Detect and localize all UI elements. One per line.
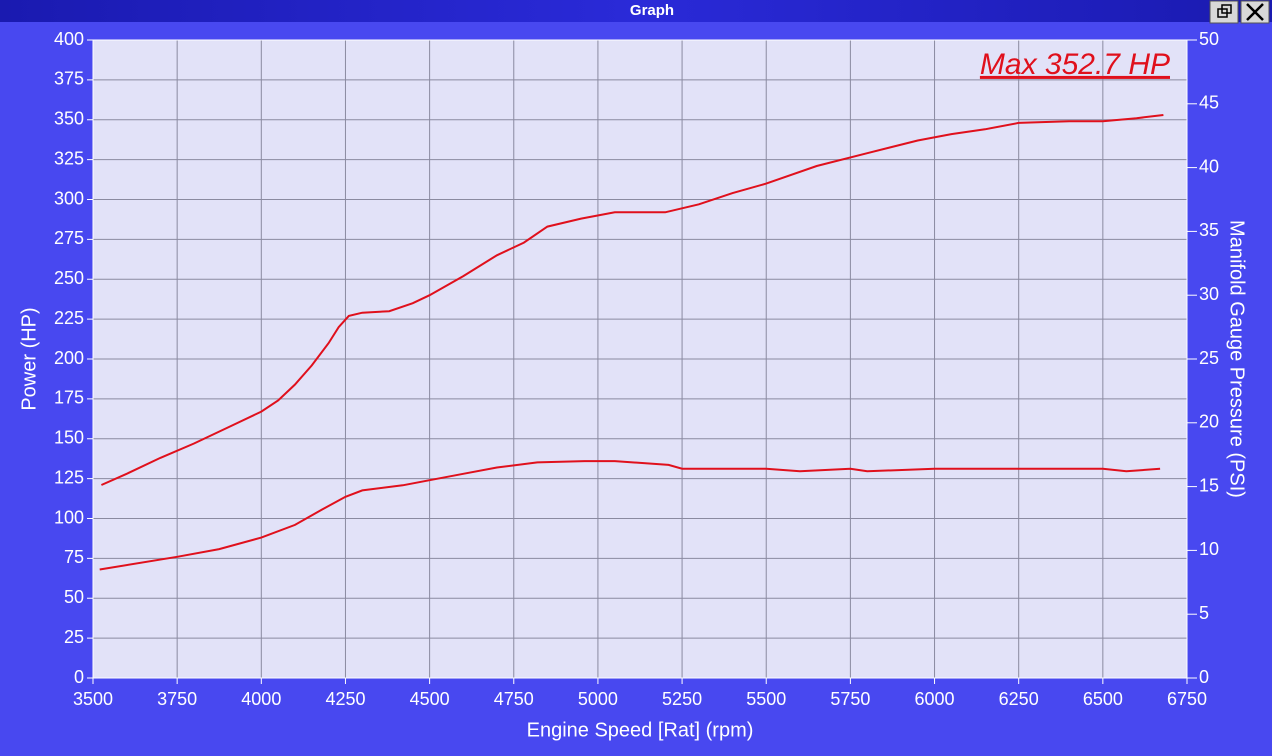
y2-tick-label: 30	[1199, 284, 1219, 304]
title-bar	[0, 0, 1272, 22]
y-tick-label: 275	[54, 228, 84, 248]
x-axis-label: Engine Speed [Rat] (rpm)	[527, 719, 754, 741]
y2-tick-label: 15	[1199, 475, 1219, 495]
y-tick-label: 325	[54, 148, 84, 168]
plot	[99, 114, 1164, 571]
y-axis-label: Power (HP)	[18, 307, 40, 410]
y2-tick-label: 45	[1199, 93, 1219, 113]
restore-button[interactable]	[1209, 0, 1239, 24]
plot-border	[92, 39, 1188, 679]
y-tick-label: 375	[54, 69, 84, 89]
window-title: Graph	[630, 2, 674, 19]
y2-tick-label: 20	[1199, 412, 1219, 432]
x-tick-label: 5500	[746, 689, 786, 709]
y-tick-label: 0	[74, 667, 84, 687]
y-tick-label: 175	[54, 388, 84, 408]
y-tick-label: 350	[54, 109, 84, 129]
y-tick-label: 50	[64, 587, 84, 607]
y2-tick-label: 50	[1199, 29, 1219, 49]
x-tick-label: 6500	[1083, 689, 1123, 709]
x-tick-label: 6250	[999, 689, 1039, 709]
y2-tick-label: 10	[1199, 539, 1219, 559]
y2-tick-label: 35	[1199, 220, 1219, 240]
y-tick-label: 150	[54, 428, 84, 448]
y2-tick-label: 5	[1199, 603, 1209, 623]
y-tick-label: 25	[64, 627, 84, 647]
y-tick-label: 225	[54, 308, 84, 328]
x-tick-label: 5250	[662, 689, 702, 709]
y2-axis-label: Manifold Gauge Pressure (PSI)	[1226, 220, 1248, 498]
x-tick-label: 6750	[1167, 689, 1207, 709]
series-line	[100, 114, 1164, 486]
x-tick-label: 3500	[73, 689, 113, 709]
close-button[interactable]	[1240, 0, 1270, 24]
series-line	[99, 460, 1161, 571]
y-tick-label: 250	[54, 268, 84, 288]
y-tick-label: 200	[54, 348, 84, 368]
y2-tick-label: 40	[1199, 156, 1219, 176]
y-tick-label: 100	[54, 507, 84, 527]
y2-tick-label: 25	[1199, 348, 1219, 368]
x-tick-label: 4750	[494, 689, 534, 709]
y-tick-label: 400	[54, 29, 84, 49]
x-tick-label: 4250	[325, 689, 365, 709]
x-tick-label: 6000	[915, 689, 955, 709]
y-tick-label: 300	[54, 188, 84, 208]
y2-tick-label: 0	[1199, 667, 1209, 687]
x-tick-label: 4000	[241, 689, 281, 709]
x-tick-label: 5000	[578, 689, 618, 709]
y-tick-label: 75	[64, 547, 84, 567]
x-tick-label: 3750	[157, 689, 197, 709]
x-tick-label: 5750	[830, 689, 870, 709]
x-tick-label: 4500	[410, 689, 450, 709]
max-annotation: Max 352.7 HP	[980, 48, 1170, 81]
y-tick-label: 125	[54, 467, 84, 487]
grid	[87, 39, 1197, 684]
